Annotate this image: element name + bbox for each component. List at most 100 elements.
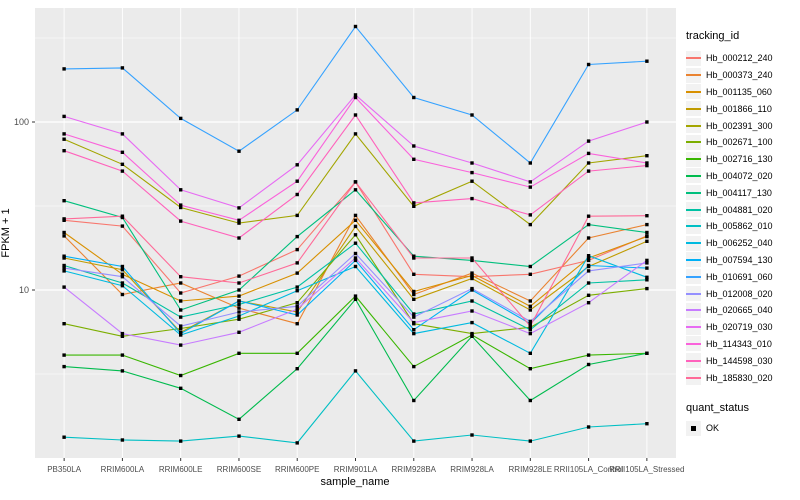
data-point (645, 422, 649, 426)
x-tick-label: RRII105LA_Stressed (609, 465, 684, 474)
data-point (586, 222, 591, 227)
data-point (120, 268, 125, 272)
data-point (237, 434, 241, 438)
data-point (528, 308, 532, 312)
data-point (120, 169, 125, 173)
data-point (586, 353, 591, 357)
data-point (62, 435, 66, 439)
data-point (528, 185, 532, 189)
data-point (295, 367, 299, 371)
data-point (120, 438, 125, 442)
legend-label: Hb_007594_130 (706, 254, 773, 265)
data-point (470, 276, 474, 281)
data-point (586, 139, 591, 143)
data-point (645, 222, 649, 227)
data-point (470, 161, 474, 165)
legend-line-swatch (686, 141, 701, 144)
data-point (237, 299, 241, 303)
legend-item: Hb_002716_130 (686, 151, 800, 168)
data-point (412, 439, 416, 443)
data-point (179, 116, 183, 121)
x-tick-label: RRIM600SE (217, 465, 261, 474)
quant-status-item: OK (686, 420, 800, 437)
data-point (528, 299, 532, 303)
data-point (353, 233, 358, 237)
data-point (120, 150, 125, 154)
data-point (237, 149, 241, 153)
legend-item: Hb_007594_130 (686, 252, 800, 269)
legend-items: Hb_000212_240 Hb_000373_240 Hb_001135_060 H… (686, 50, 800, 386)
data-point (120, 353, 125, 357)
legend-line-swatch (686, 107, 701, 110)
data-point (470, 258, 474, 263)
data-point (528, 351, 532, 355)
data-point (179, 299, 183, 303)
data-point (62, 199, 66, 203)
legend-line-swatch (686, 208, 701, 211)
legend-label: Hb_005862_010 (706, 221, 773, 232)
data-point (645, 154, 649, 158)
legend-key (686, 286, 701, 302)
data-point (353, 256, 358, 260)
data-point (586, 293, 591, 297)
data-point (586, 169, 591, 173)
data-point (470, 320, 474, 325)
data-point (62, 364, 66, 369)
legend-label: Hb_144598_030 (706, 355, 773, 366)
data-point (179, 324, 183, 328)
data-point (295, 192, 299, 197)
legend-item: Hb_002391_300 (686, 117, 800, 134)
data-point (62, 269, 66, 273)
data-point (237, 274, 241, 278)
data-point (645, 234, 649, 239)
data-point (645, 275, 649, 279)
square-point-icon (691, 425, 696, 431)
data-point (528, 322, 532, 326)
data-point (412, 398, 416, 403)
data-point (470, 179, 474, 183)
data-point (645, 230, 649, 235)
data-point (645, 286, 649, 291)
data-point (353, 224, 358, 229)
data-point (528, 180, 532, 184)
data-point (295, 289, 299, 293)
legend-key (686, 252, 701, 268)
legend-item: Hb_001866_110 (686, 100, 800, 117)
data-point (179, 326, 183, 331)
legend-line-swatch (686, 342, 701, 345)
legend-line-swatch (686, 90, 701, 93)
legend-key (686, 218, 701, 234)
legend-label: Hb_004117_130 (706, 187, 772, 198)
x-tick-label: RRIM928BA (392, 465, 437, 474)
data-point (62, 230, 66, 235)
data-point (179, 291, 183, 295)
data-point (412, 256, 416, 260)
legend-line-swatch (686, 74, 701, 77)
data-point (120, 284, 125, 288)
data-point (353, 180, 358, 184)
legend-line-swatch (686, 292, 701, 295)
data-point (645, 239, 649, 243)
data-point (586, 151, 591, 156)
data-point (470, 271, 474, 275)
legend-item: Hb_002671_100 (686, 134, 800, 151)
legend-line-swatch (686, 309, 701, 312)
data-point (237, 417, 241, 421)
data-point (120, 331, 125, 336)
data-point (295, 307, 299, 311)
data-point (645, 163, 649, 168)
legend-item: Hb_185830_020 (686, 369, 800, 386)
data-point (645, 278, 649, 282)
data-point (120, 132, 125, 136)
data-point (412, 320, 416, 325)
data-point (412, 289, 416, 294)
legend-key (686, 353, 701, 369)
data-point (470, 286, 474, 291)
data-point (295, 271, 299, 275)
data-point (412, 204, 416, 208)
data-point (62, 285, 66, 289)
legend-item: Hb_144598_030 (686, 352, 800, 369)
legend-label: Hb_114343_010 (706, 338, 772, 349)
